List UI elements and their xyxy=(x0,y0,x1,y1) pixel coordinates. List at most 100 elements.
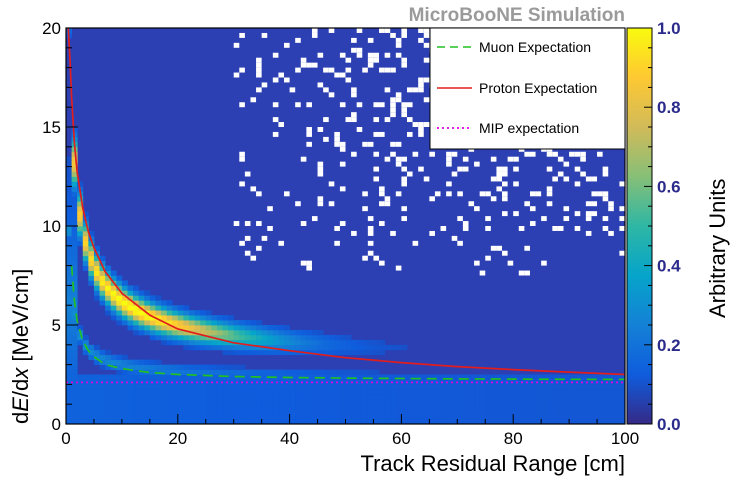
heatmap-cell xyxy=(295,329,302,336)
heatmap-cell xyxy=(502,389,509,395)
heatmap-empty-bin xyxy=(295,67,301,73)
heatmap-empty-bin xyxy=(513,211,519,217)
heatmap-cell xyxy=(155,389,162,395)
heatmap-cell xyxy=(138,329,145,336)
heatmap-cell xyxy=(177,374,184,380)
heatmap-cell xyxy=(591,384,598,390)
heatmap-cell xyxy=(557,389,564,395)
heatmap-empty-bin xyxy=(546,166,553,172)
heatmap-cell xyxy=(284,399,290,405)
heatmap-cell xyxy=(144,305,151,311)
heatmap-cell xyxy=(250,379,257,385)
heatmap-cell xyxy=(166,389,173,395)
heatmap-cell xyxy=(149,329,156,336)
proton-expectation-line xyxy=(67,28,625,376)
heatmap-empty-bin xyxy=(390,151,396,157)
heatmap-cell xyxy=(272,419,279,424)
heatmap-empty-bin xyxy=(261,32,268,38)
heatmap-cell xyxy=(507,384,514,390)
heatmap-cell xyxy=(546,374,553,380)
heatmap-cell xyxy=(138,409,145,415)
heatmap-cell xyxy=(323,344,330,351)
heatmap-cell xyxy=(127,300,134,306)
heatmap-cell xyxy=(267,394,274,400)
heatmap-empty-bin xyxy=(390,141,396,147)
heatmap-cell xyxy=(138,384,145,390)
heatmap-cell xyxy=(289,414,296,420)
heatmap-cell xyxy=(99,374,106,380)
heatmap-empty-bin xyxy=(390,230,396,236)
heatmap-empty-bin xyxy=(535,191,542,197)
heatmap-cell xyxy=(105,310,112,316)
heatmap-cell xyxy=(183,409,190,415)
heatmap-cell xyxy=(328,339,335,346)
heatmap-cell xyxy=(334,414,341,420)
heatmap-cell xyxy=(166,369,173,375)
heatmap-cell xyxy=(116,300,123,306)
heatmap-cell xyxy=(71,290,78,296)
heatmap-cell xyxy=(535,409,542,415)
heatmap-cell xyxy=(518,384,525,390)
heatmap-cell xyxy=(71,235,78,242)
heatmap-cell xyxy=(462,374,469,380)
heatmap-cell xyxy=(569,404,576,410)
heatmap-cell xyxy=(66,255,72,262)
heatmap-cell xyxy=(373,349,380,356)
heatmap-cell xyxy=(233,409,240,415)
heatmap-cell xyxy=(71,255,78,262)
heatmap-cell xyxy=(121,310,128,316)
heatmap-cell xyxy=(77,394,84,400)
heatmap-cell xyxy=(339,394,346,400)
heatmap-cell xyxy=(116,384,123,390)
heatmap-empty-bin xyxy=(306,131,312,137)
heatmap-empty-bin xyxy=(239,156,245,162)
heatmap-cell xyxy=(88,404,95,410)
heatmap-cell xyxy=(71,339,78,346)
heatmap-cell xyxy=(474,409,481,415)
heatmap-cell xyxy=(77,226,84,232)
heatmap-empty-bin xyxy=(608,201,614,207)
heatmap-cell xyxy=(429,419,436,424)
heatmap-empty-bin xyxy=(373,52,380,58)
heatmap-cell xyxy=(194,310,201,316)
x-axis-title: Track Residual Range [cm] xyxy=(360,451,625,476)
heatmap-cell xyxy=(216,374,223,380)
heatmap-cell xyxy=(334,394,341,400)
heatmap-cell xyxy=(468,419,475,424)
heatmap-cell xyxy=(423,414,430,420)
heatmap-empty-bin xyxy=(339,141,346,147)
heatmap-cell xyxy=(250,334,257,341)
heatmap-empty-bin xyxy=(406,131,413,137)
heatmap-cell xyxy=(71,384,78,390)
heatmap-cell xyxy=(66,166,72,172)
heatmap-cell xyxy=(267,379,274,385)
heatmap-cell xyxy=(267,369,274,375)
heatmap-cell xyxy=(440,409,447,415)
heatmap-cell xyxy=(82,404,89,410)
heatmap-empty-bin xyxy=(490,156,497,162)
heatmap-cell xyxy=(585,419,592,424)
heatmap-empty-bin xyxy=(479,191,486,197)
heatmap-cell xyxy=(395,414,402,420)
heatmap-cell xyxy=(172,414,179,420)
heatmap-cell xyxy=(440,374,447,380)
heatmap-cell xyxy=(412,379,419,385)
heatmap-cell xyxy=(121,290,128,296)
heatmap-cell xyxy=(267,339,274,346)
heatmap-empty-bin xyxy=(563,216,570,222)
heatmap-cell xyxy=(608,394,615,400)
heatmap-cell xyxy=(250,414,257,420)
heatmap-cell xyxy=(82,339,89,346)
heatmap-cell xyxy=(93,419,100,424)
heatmap-cell xyxy=(194,419,201,424)
heatmap-cell xyxy=(161,310,168,316)
heatmap-cell xyxy=(239,384,246,390)
heatmap-cell xyxy=(250,369,257,375)
heatmap-cell xyxy=(161,334,168,341)
heatmap-cell xyxy=(172,364,179,370)
heatmap-cell xyxy=(127,285,134,291)
heatmap-cell xyxy=(295,394,302,400)
heatmap-cell xyxy=(105,379,112,385)
heatmap-empty-bin xyxy=(323,67,329,73)
heatmap-cell xyxy=(110,305,117,311)
